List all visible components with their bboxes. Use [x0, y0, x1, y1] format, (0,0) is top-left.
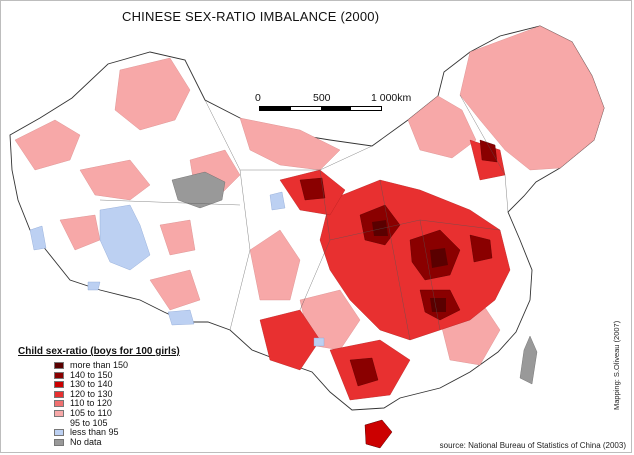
- legend-swatch: [54, 400, 64, 408]
- legend-item: less than 95: [54, 427, 178, 438]
- legend-label: 105 to 110: [70, 407, 112, 418]
- legend-swatch: [54, 371, 64, 379]
- region-patches-low: [29, 191, 325, 347]
- legend-swatch: [54, 409, 64, 417]
- legend-swatch: [54, 390, 64, 398]
- province-boundaries: [99, 94, 509, 341]
- legend-title: Child sex-ratio (boys for 100 girls): [18, 346, 180, 357]
- region-patches-darkest: [372, 220, 448, 312]
- legend-label: 140 to 150: [70, 369, 113, 380]
- region-patches-nodata: [171, 171, 538, 385]
- map-title: CHINESE SEX-RATIO IMBALANCE (2000): [122, 9, 380, 24]
- legend: Child sex-ratio (boys for 100 girls) mor…: [18, 346, 180, 448]
- legend-swatch: [54, 381, 64, 389]
- legend-label: No data: [70, 436, 102, 447]
- legend-item: No data: [54, 436, 178, 448]
- legend-item: 110 to 120: [54, 398, 178, 409]
- scale-label-500: 500: [313, 92, 331, 104]
- legend-label: 120 to 130: [70, 388, 113, 399]
- scale-bar: 0 500 1 000km: [255, 92, 415, 122]
- legend-label: 95 to 105: [70, 417, 108, 428]
- mapping-credit: Mapping: S.Oliveau (2007): [612, 320, 621, 410]
- scale-label-0: 0: [255, 92, 261, 104]
- legend-item: 95 to 105: [54, 417, 178, 429]
- legend-item: 105 to 110: [54, 407, 178, 419]
- legend-label: 110 to 120: [70, 398, 112, 409]
- region-patches-light: [14, 25, 605, 366]
- source-note: source: National Bureau of Statistics of…: [439, 441, 626, 450]
- legend-label: 130 to 140: [70, 379, 113, 390]
- hainan-island: [364, 419, 393, 449]
- legend-swatch: [54, 362, 64, 369]
- legend-swatch: [54, 438, 64, 446]
- legend-item: 120 to 130: [54, 388, 178, 400]
- legend-item: more than 150: [54, 360, 178, 371]
- legend-item: 140 to 150: [54, 369, 178, 381]
- legend-swatch: [54, 419, 64, 427]
- scale-bar-graphic: [259, 106, 382, 111]
- legend-label: less than 95: [70, 427, 119, 438]
- legend-label: more than 150: [70, 360, 129, 370]
- legend-swatch: [54, 429, 64, 437]
- legend-item: 130 to 140: [54, 379, 178, 390]
- scale-label-1000: 1 000km: [371, 92, 412, 104]
